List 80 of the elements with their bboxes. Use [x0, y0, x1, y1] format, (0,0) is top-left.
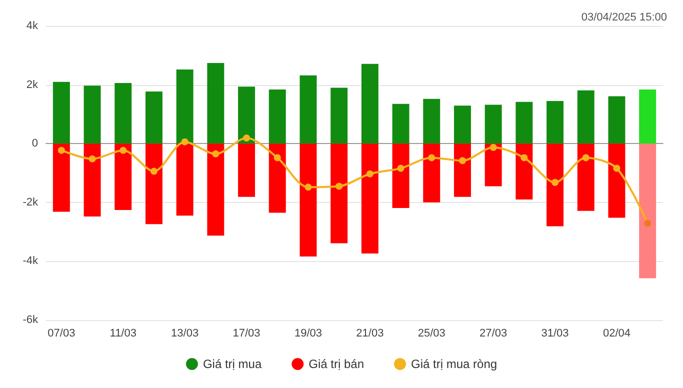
- text: 03/04/2025 15:00: [581, 12, 668, 24]
- bar: [423, 98, 440, 144]
- bar: [454, 144, 471, 197]
- bar: [361, 64, 378, 144]
- point: [274, 154, 281, 162]
- point: [150, 168, 158, 175]
- point: [520, 154, 528, 162]
- bar: [392, 144, 410, 208]
- point: [397, 164, 404, 172]
- bar: [330, 88, 348, 144]
- point: [582, 154, 590, 162]
- point: [181, 138, 188, 146]
- bar: [546, 144, 564, 226]
- bar: [516, 102, 533, 144]
- bar: [639, 144, 656, 278]
- x-tick-label: 17/03: [232, 328, 260, 340]
- x-tick-label: 31/03: [541, 328, 569, 340]
- point: [613, 164, 620, 172]
- bar: [516, 144, 533, 200]
- bar: [300, 144, 317, 256]
- point: [490, 144, 497, 151]
- y-tick-label: -6k: [22, 314, 38, 326]
- x-tick-label: 27/03: [480, 328, 508, 340]
- x-tick-label: 25/03: [418, 328, 446, 340]
- bar: [238, 144, 256, 197]
- bar: [268, 90, 286, 144]
- bar: [639, 90, 656, 144]
- y-tick-label: 0: [32, 138, 38, 150]
- y-tick-label: 4k: [26, 20, 38, 32]
- bar: [176, 144, 194, 216]
- point: [336, 182, 343, 190]
- bar: [546, 100, 564, 144]
- point: [458, 157, 466, 164]
- y-tick-label: -4k: [22, 255, 38, 268]
- bar: [145, 144, 162, 224]
- bar: [52, 144, 70, 212]
- bar: [300, 75, 317, 144]
- x-tick-label: 02/04: [602, 328, 630, 340]
- point: [552, 178, 559, 186]
- bar: [423, 144, 440, 202]
- bar: [330, 144, 348, 244]
- bar: [484, 144, 502, 186]
- bar: [238, 86, 256, 144]
- y-tick-label: -2k: [22, 196, 38, 208]
- point: [366, 170, 374, 178]
- bar: [361, 144, 378, 254]
- bar: [577, 90, 594, 144]
- x-tick-label: 19/03: [294, 328, 322, 340]
- bar: [114, 144, 132, 210]
- point: [120, 146, 127, 154]
- point: [88, 155, 96, 162]
- bar: [268, 144, 286, 213]
- bar: [608, 96, 626, 144]
- x-tick-label: 13/03: [171, 328, 199, 340]
- legend-label: Giá trị bán: [308, 357, 364, 371]
- bar: [454, 106, 471, 144]
- y-tick-label: 2k: [26, 78, 38, 91]
- bar: [52, 82, 70, 144]
- bar: [176, 70, 194, 144]
- bar: [84, 144, 101, 217]
- bar: [484, 104, 502, 144]
- point: [243, 134, 250, 142]
- point: [428, 154, 436, 162]
- point: [304, 184, 312, 191]
- x-tick-label: 21/03: [356, 328, 384, 340]
- bar: [392, 104, 410, 144]
- x-tick-label: 07/03: [48, 328, 76, 340]
- legend-label: Giá trị mua: [202, 357, 262, 371]
- bar: [84, 86, 101, 144]
- legend-label: Giá trị mua ròng: [411, 357, 498, 371]
- point: [212, 150, 220, 158]
- point: [644, 220, 652, 227]
- x-tick-label: 11/03: [110, 328, 136, 340]
- bar: [608, 144, 626, 218]
- bar: [114, 83, 132, 144]
- bar: [207, 63, 224, 144]
- bar: [577, 144, 594, 211]
- bar: [145, 92, 162, 144]
- point: [58, 146, 65, 154]
- bar: [207, 144, 224, 236]
